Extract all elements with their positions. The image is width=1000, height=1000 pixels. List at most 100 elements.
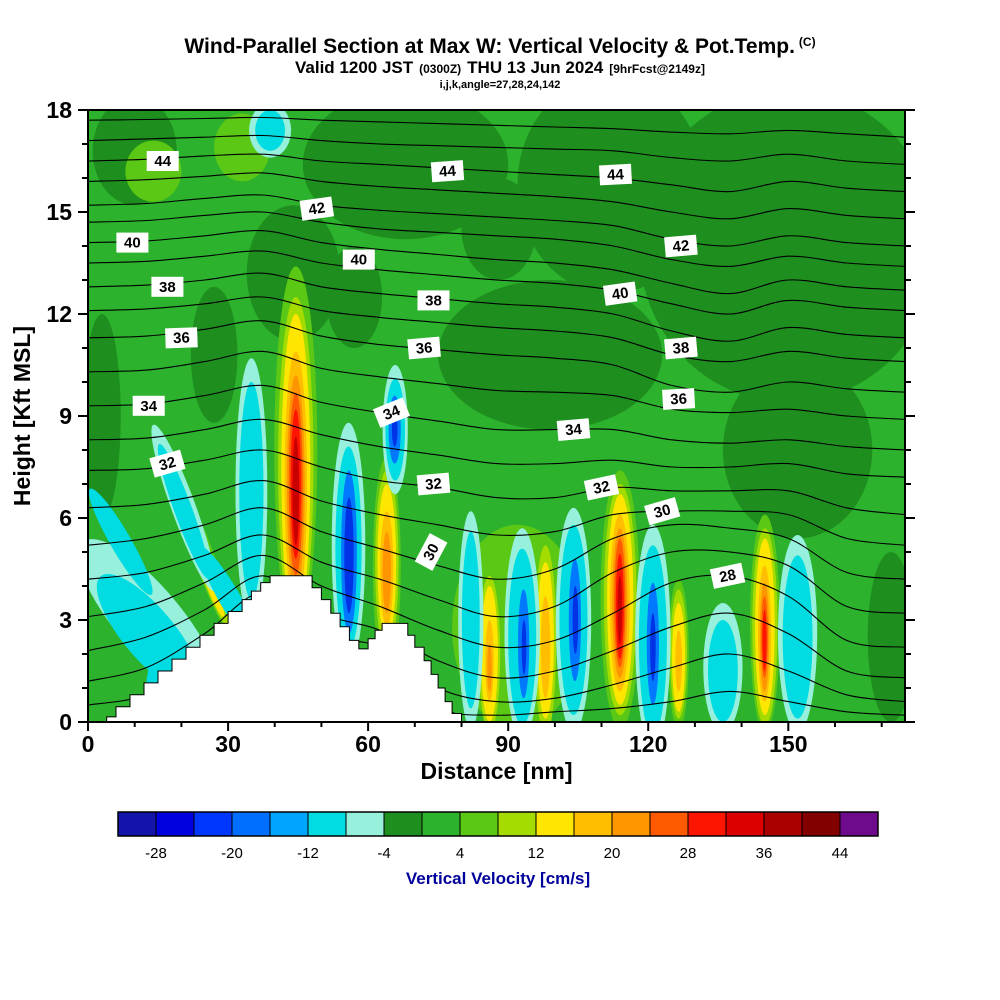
label-value: 36	[173, 330, 190, 348]
isentrope-36	[88, 320, 905, 393]
downdraft-minus8to12	[782, 555, 813, 719]
label-value: 36	[670, 391, 688, 409]
label-value: 44	[607, 166, 625, 184]
forecast-info: [9hrFcst@2149z]	[609, 62, 705, 76]
colorbar-tick-label: 36	[756, 845, 773, 862]
label-box	[602, 281, 638, 306]
colorbar-segment	[687, 811, 727, 837]
colorbar-tick-label: 12	[528, 845, 545, 862]
colorbar-segment	[269, 811, 309, 837]
label-box	[407, 336, 441, 360]
y-axis-title: Height [Kft MSL]	[9, 326, 35, 506]
grid-info-line: i,j,k,angle=27,28,24,142	[439, 79, 561, 91]
velocity-field	[88, 110, 905, 722]
label-value: 34	[381, 402, 403, 424]
x-tick-label: 90	[495, 731, 521, 757]
isentrope-label-36: 36	[165, 327, 198, 349]
isentrope-29	[88, 534, 905, 618]
label-value: 44	[439, 163, 457, 181]
label-value: 34	[564, 421, 583, 439]
label-value: 30	[652, 501, 673, 522]
label-value: 28	[718, 566, 738, 586]
weak-subsidence-patch	[88, 314, 121, 518]
isentrope-label-40: 40	[116, 232, 149, 253]
colorbar-tick-label: 28	[680, 845, 697, 862]
isentrope-label-40: 40	[342, 249, 375, 270]
isentrope-39	[88, 250, 905, 315]
colorbar-segment	[535, 811, 575, 837]
y-tick-label: 12	[46, 301, 72, 327]
isentrope-label-32: 32	[149, 449, 186, 478]
label-value: 30	[420, 541, 443, 564]
isentrope-label-44: 44	[146, 151, 179, 171]
colorbar-segment	[459, 811, 499, 837]
label-value: 44	[154, 153, 171, 170]
isentrope-42	[88, 194, 905, 247]
isentrope-label-42: 42	[664, 234, 698, 258]
y-tick-label: 9	[59, 403, 72, 429]
updraft-28to32	[762, 609, 767, 672]
label-value: 40	[611, 285, 630, 304]
downdraft-minus8to12	[239, 382, 264, 600]
isentrope-label-30: 30	[644, 497, 681, 526]
valid-date: THU 13 Jun 2024	[467, 58, 604, 77]
isentrope-label-34: 34	[556, 418, 591, 441]
label-box	[146, 151, 179, 171]
x-tick-label: 120	[629, 731, 667, 757]
isentrope-40	[88, 229, 905, 295]
colorbar-segment	[193, 811, 233, 837]
isentrope-37	[88, 296, 905, 363]
label-value: 38	[672, 339, 690, 357]
isentrope-38	[88, 272, 905, 342]
terrain-profile	[106, 575, 462, 722]
isentrope-43	[88, 172, 905, 220]
isentrope-label-32: 32	[583, 474, 620, 501]
colorbar-segment	[497, 811, 537, 837]
isentrope-41	[88, 211, 905, 267]
label-box	[416, 472, 451, 496]
label-value: 34	[140, 398, 157, 415]
label-box	[709, 562, 746, 589]
colorbar-tick-label: -4	[377, 845, 390, 862]
isentrope-label-38: 38	[151, 276, 184, 297]
isentrope-label-30: 30	[414, 533, 448, 571]
colorbar-tick-label: 4	[456, 845, 464, 862]
downdraft-minus8to12	[157, 444, 210, 579]
label-value: 40	[350, 252, 367, 269]
y-tick-label: 18	[46, 97, 72, 123]
updraft-20to24	[487, 643, 492, 692]
colorbar-segment	[421, 811, 461, 837]
isentrope-45	[88, 134, 905, 165]
valid-time-line: Valid 1200 JST (0300Z) THU 13 Jun 2024 [9hr…	[0, 58, 1000, 79]
isentrope-label-32: 32	[416, 472, 451, 496]
downdraft-core-deepblue	[344, 497, 354, 614]
colorbar-title: Vertical Velocity [cm/s]	[406, 869, 590, 888]
isentrope-33	[88, 418, 905, 478]
y-tick-label: 0	[59, 709, 72, 735]
valid-utc: (0300Z)	[419, 62, 462, 76]
isentrope-label-42: 42	[299, 196, 335, 221]
colorbar-segment	[649, 811, 689, 837]
y-tick-label: 15	[46, 199, 72, 225]
label-box	[417, 290, 450, 311]
weak-subsidence-patch	[867, 552, 905, 722]
updraft-20to24	[382, 531, 391, 614]
label-box	[165, 327, 198, 349]
isentrope-label-40: 40	[602, 281, 638, 306]
label-box	[299, 196, 335, 221]
isentrope-label-38: 38	[417, 290, 450, 311]
label-value: 38	[159, 279, 176, 296]
valid-prefix: Valid 1200 JST	[295, 58, 414, 77]
colorbar-tick-label: 20	[604, 845, 621, 862]
colorbar-segment	[611, 811, 651, 837]
colorbar-segment	[573, 811, 613, 837]
colorbar-outline	[117, 811, 879, 837]
label-box	[556, 418, 591, 441]
chart-header: Wind-Parallel Section at Max W: Vertical…	[0, 31, 1000, 92]
isentrope-label-34: 34	[372, 397, 411, 428]
updraft-16to20	[540, 596, 551, 699]
updraft-4to8	[125, 140, 182, 202]
label-box	[644, 497, 681, 526]
